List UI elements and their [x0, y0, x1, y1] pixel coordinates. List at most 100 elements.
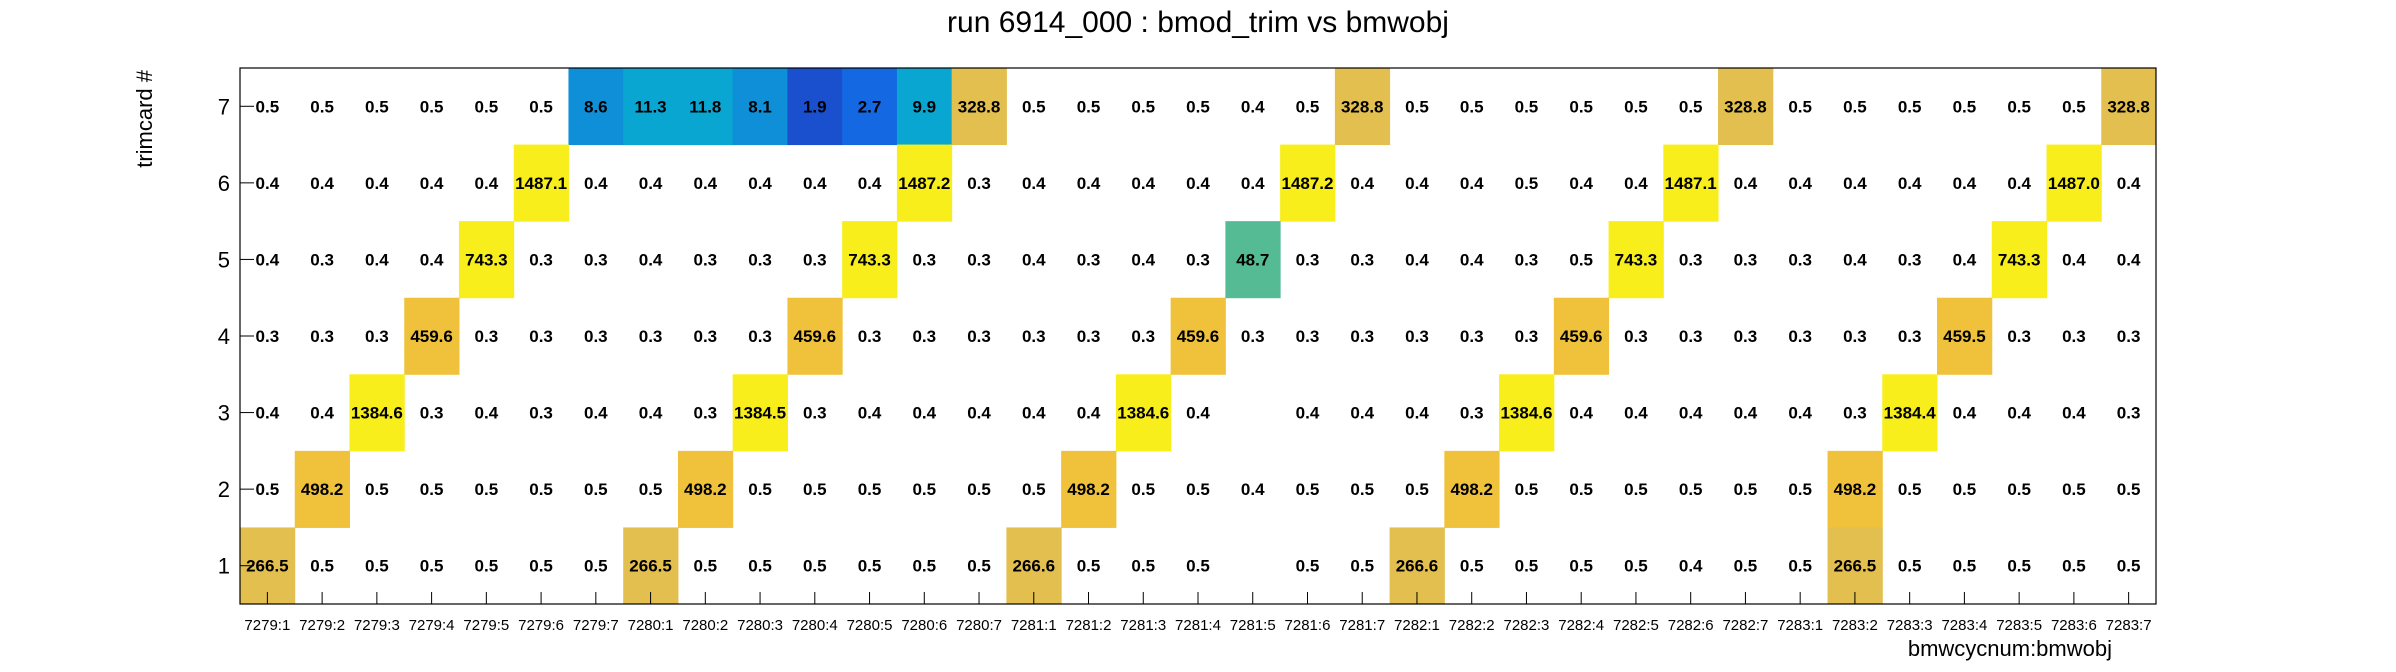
heatmap-cell: [1991, 221, 2048, 299]
x-tick-label: 7279:3: [354, 617, 400, 634]
heatmap-cell: [732, 374, 788, 452]
cell-value-label: 0.4: [1077, 404, 1101, 423]
cell-value-label: 0.3: [693, 327, 717, 346]
x-tick-label: 7279:2: [299, 617, 345, 634]
cell-value-label: 0.4: [693, 174, 717, 193]
x-tick-label: 7281:5: [1230, 617, 1276, 634]
cell-value-label: 0.3: [584, 327, 608, 346]
cell-value-label: 0.5: [1077, 557, 1101, 576]
cell-value-label: 0.3: [748, 250, 772, 269]
cell-value-label: 1384.6: [351, 404, 403, 423]
cell-value-label: 0.3: [310, 327, 334, 346]
y-tick-label: 3: [218, 401, 230, 426]
cell-value-label: 0.5: [1296, 97, 1320, 116]
cell-value-label: 0.3: [1350, 250, 1374, 269]
x-tick-label: 7283:4: [1941, 617, 1987, 634]
x-tick-label: 7283:2: [1832, 617, 1878, 634]
cell-value-label: 0.4: [1788, 174, 1812, 193]
heatmap-cell: [1170, 297, 1226, 375]
heatmap-cell: [1608, 221, 1664, 299]
x-tick-label: 7283:5: [1996, 617, 2042, 634]
x-tick-label: 7282:3: [1504, 617, 1550, 634]
cell-value-label: 0.4: [1953, 250, 1977, 269]
cell-value-label: 0.5: [1515, 480, 1539, 499]
cell-value-label: 0.3: [1898, 327, 1922, 346]
x-tick-label: 7281:3: [1120, 617, 1166, 634]
cell-value-label: 0.3: [310, 250, 334, 269]
cell-value-label: 0.3: [1460, 404, 1484, 423]
cell-value-label: 0.4: [420, 250, 444, 269]
cell-value-label: 0.4: [1022, 174, 1046, 193]
cell-value-label: 0.4: [1296, 404, 1320, 423]
cell-value-label: 498.2: [1067, 480, 1110, 499]
cell-value-label: 0.5: [310, 557, 334, 576]
cell-value-label: 0.4: [310, 404, 334, 423]
cell-value-label: 0.4: [475, 404, 499, 423]
cell-value-label: 0.4: [1405, 404, 1429, 423]
cell-value-label: 11.3: [634, 97, 666, 116]
x-tick-label: 7281:1: [1011, 617, 1057, 634]
cell-value-label: 743.3: [465, 250, 508, 269]
cell-value-label: 0.3: [639, 327, 663, 346]
heatmap-cell: [896, 68, 953, 146]
cell-value-label: 0.5: [748, 557, 772, 576]
cell-value-label: 0.4: [256, 174, 280, 193]
cell-value-label: 0.3: [1515, 250, 1539, 269]
cell-value-label: 0.5: [1624, 557, 1648, 576]
heatmap-cell: [623, 68, 679, 146]
cell-value-label: 0.3: [1405, 327, 1429, 346]
cell-value-label: 0.3: [912, 327, 936, 346]
heatmap-cell: [787, 297, 843, 375]
cell-value-label: 0.4: [1077, 174, 1101, 193]
cell-value-label: 0.4: [1734, 174, 1758, 193]
cell-value-label: 1487.0: [2048, 174, 2100, 193]
cell-value-label: 0.5: [803, 557, 827, 576]
cell-value-label: 0.4: [1734, 404, 1758, 423]
cell-value-label: 459.6: [1560, 327, 1603, 346]
cell-value-label: 0.4: [858, 174, 882, 193]
cell-value-label: 0.5: [1843, 97, 1867, 116]
x-tick-label: 7283:1: [1777, 617, 1823, 634]
heatmap-cell: [787, 68, 843, 146]
cell-value-label: 0.5: [858, 557, 882, 576]
heatmap-cell: [1115, 374, 1172, 452]
cell-value-label: 266.6: [1012, 557, 1055, 576]
cell-value-label: 0.3: [1679, 327, 1703, 346]
x-tick-label: 7280:4: [792, 617, 838, 634]
cell-value-label: 0.3: [1022, 327, 1046, 346]
cell-value-label: 0.3: [1624, 327, 1648, 346]
cell-value-label: 0.4: [584, 174, 608, 193]
cell-value-label: 0.5: [1734, 480, 1758, 499]
x-tick-label: 7282:5: [1613, 617, 1659, 634]
cell-value-label: 0.4: [1241, 480, 1265, 499]
cell-value-label: 0.4: [256, 404, 280, 423]
cell-value-label: 0.3: [584, 250, 608, 269]
cell-value-label: 0.4: [1186, 404, 1210, 423]
cell-value-label: 0.3: [420, 404, 444, 423]
heatmap-cell: [951, 68, 1007, 146]
cell-value-label: 0.4: [1569, 174, 1593, 193]
cell-value-label: 0.4: [1022, 250, 1046, 269]
cell-value-label: 0.5: [1679, 480, 1703, 499]
cell-value-label: 0.5: [912, 480, 936, 499]
x-tick-label: 7280:7: [956, 617, 1002, 634]
cell-value-label: 0.5: [420, 557, 444, 576]
cell-value-label: 0.5: [420, 97, 444, 116]
heatmap-cell: [568, 68, 624, 146]
cell-value-label: 0.5: [1022, 480, 1046, 499]
y-tick-label: 1: [218, 554, 230, 579]
cell-value-label: 0.4: [1788, 404, 1812, 423]
cell-value-label: 498.2: [684, 480, 727, 499]
x-tick-label: 7283:7: [2106, 617, 2152, 634]
cell-value-label: 0.5: [1788, 557, 1812, 576]
heatmap-cell: [1882, 374, 1938, 452]
cell-value-label: 0.5: [2007, 480, 2031, 499]
cell-value-label: 0.5: [1624, 97, 1648, 116]
cell-value-label: 0.5: [858, 480, 882, 499]
heatmap-cell: [732, 68, 788, 146]
cell-value-label: 0.3: [1788, 327, 1812, 346]
cell-value-label: 48.7: [1236, 250, 1269, 269]
cell-value-label: 0.5: [256, 97, 280, 116]
cell-value-label: 0.3: [365, 327, 389, 346]
cell-value-label: 459.5: [1943, 327, 1986, 346]
